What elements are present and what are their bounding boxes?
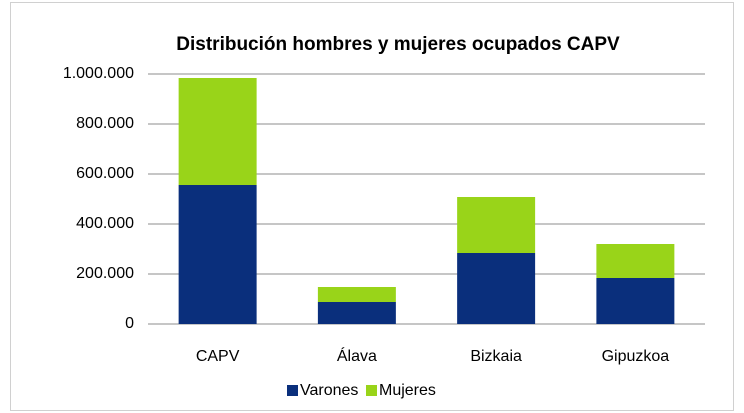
y-tick-label: 400.000 <box>76 215 134 232</box>
bar-segment <box>317 302 396 324</box>
bar-segment <box>457 253 536 324</box>
chart-title: Distribución hombres y mujeres ocupados … <box>176 34 620 55</box>
y-tick-label: 1.000.000 <box>63 65 134 82</box>
x-tick-label: CAPV <box>196 348 240 365</box>
x-tick-label: Bizkaia <box>470 348 522 365</box>
bar-segment <box>317 287 396 302</box>
bar-segment <box>178 185 257 324</box>
x-tick-label: Gipuzkoa <box>602 348 670 365</box>
legend-swatch <box>287 385 298 396</box>
y-tick-label: 200.000 <box>76 265 134 282</box>
bar-segment <box>596 278 675 324</box>
bar-segment <box>596 244 675 278</box>
bar-segment <box>178 78 257 185</box>
chart-frame <box>10 2 734 411</box>
legend-label: Mujeres <box>379 382 436 399</box>
y-tick-label: 800.000 <box>76 115 134 132</box>
y-tick-label: 600.000 <box>76 165 134 182</box>
legend-label: Varones <box>300 382 358 399</box>
legend-swatch <box>366 385 377 396</box>
y-tick-label: 0 <box>125 315 134 332</box>
x-tick-label: Álava <box>337 346 377 365</box>
bar-segment <box>457 197 536 253</box>
